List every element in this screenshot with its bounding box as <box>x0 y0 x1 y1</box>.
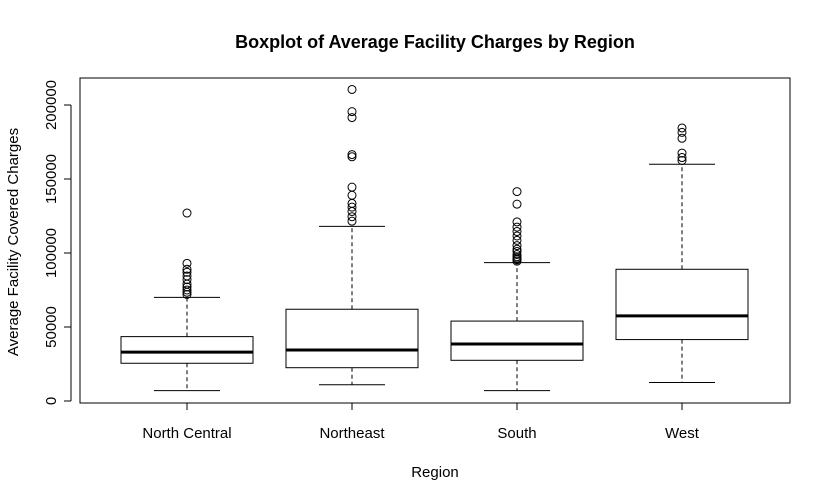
outlier-point <box>182 208 192 218</box>
box-group <box>285 84 419 386</box>
outlier-point <box>512 235 522 245</box>
outlier-point <box>512 249 522 259</box>
x-tick-label: West <box>665 425 700 442</box>
outlier-point <box>347 182 357 192</box>
outlier-point <box>512 244 522 254</box>
outlier-point <box>347 84 357 94</box>
x-axis-label: Region <box>411 464 459 481</box>
iqr-box <box>285 308 419 369</box>
outlier-point <box>347 107 357 117</box>
outlier-point <box>182 271 192 281</box>
x-tick-label: North Central <box>142 425 231 442</box>
iqr-box <box>450 320 584 361</box>
chart-title: Boxplot of Average Facility Charges by R… <box>235 32 635 52</box>
outlier-point <box>182 267 192 277</box>
outlier-point <box>182 285 192 295</box>
outlier-point <box>347 212 357 222</box>
y-tick-label: 0 <box>43 397 60 405</box>
outlier-point <box>512 187 522 197</box>
outlier-point <box>182 289 192 299</box>
outlier-point <box>677 156 687 165</box>
outlier-point <box>512 227 522 237</box>
outlier-point <box>512 231 522 241</box>
y-tick-label: 50000 <box>43 306 60 348</box>
outlier-point <box>347 152 357 162</box>
y-tick-label: 100000 <box>43 228 60 278</box>
box-group <box>120 208 254 392</box>
outlier-point <box>182 282 192 292</box>
outlier-point <box>347 113 357 123</box>
outlier-point <box>182 264 192 274</box>
outlier-point <box>677 127 687 137</box>
boxes <box>120 84 749 392</box>
outlier-point <box>512 252 522 262</box>
outlier-point <box>347 216 357 226</box>
outlier-point <box>347 190 357 200</box>
y-axis-label: Average Facility Covered Charges <box>5 128 22 356</box>
outlier-point <box>677 148 687 158</box>
iqr-box <box>120 336 254 364</box>
outlier-point <box>512 241 522 251</box>
outlier-point <box>677 123 687 133</box>
outlier-point <box>677 153 687 163</box>
y-tick-label: 150000 <box>43 154 60 204</box>
outlier-point <box>182 258 192 268</box>
x-tick-label: Northeast <box>319 425 385 442</box>
x-tick-label: South <box>497 425 536 442</box>
outlier-point <box>512 217 522 227</box>
outlier-point <box>512 247 522 257</box>
y-tick-label: 200000 <box>43 80 60 130</box>
x-axis: North Central Northeast South West <box>142 402 700 442</box>
y-axis: 0 50000 100000 150000 200000 <box>43 80 72 405</box>
outlier-point <box>512 199 522 209</box>
box-group <box>450 187 584 392</box>
outlier-point <box>677 133 687 143</box>
box-group <box>615 123 749 383</box>
outlier-point <box>347 202 357 212</box>
outlier-point <box>512 222 522 232</box>
outlier-point <box>347 150 357 160</box>
outlier-point <box>182 275 192 285</box>
iqr-box <box>615 268 749 341</box>
